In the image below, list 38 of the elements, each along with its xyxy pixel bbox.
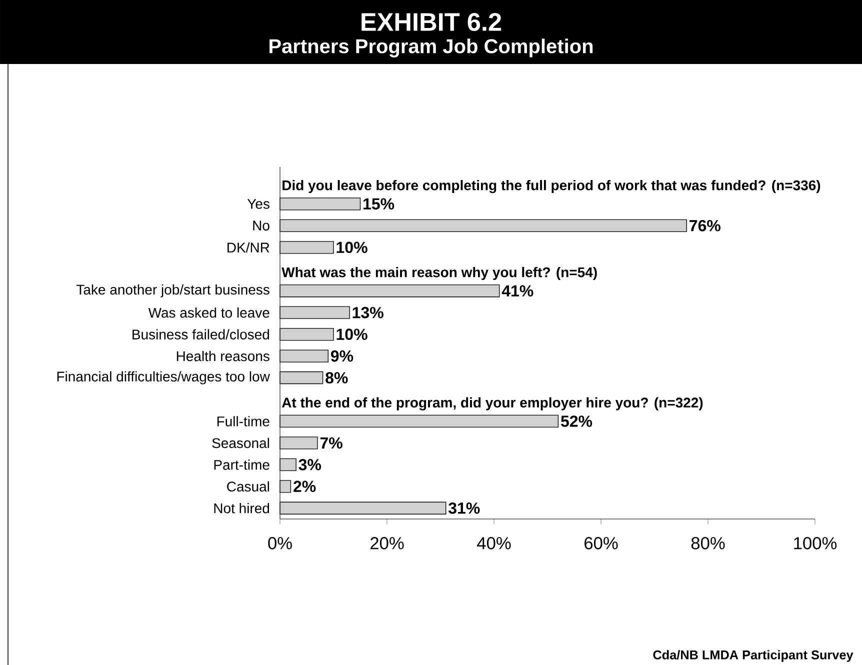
y-tick-label: Was asked to leave — [148, 307, 270, 318]
annotation: What was the main reason why you left? (n=54) — [282, 266, 597, 280]
text: Cda/NB LMDA Participant Survey — [653, 650, 854, 662]
y-tick-label: Health reasons — [176, 350, 270, 362]
data-label: 8% — [326, 372, 348, 384]
data-label: 15% — [364, 198, 394, 210]
x-tick-label: 20% — [370, 537, 404, 550]
data-label: 13% — [352, 306, 384, 318]
data-label: 10% — [336, 242, 368, 254]
x-tick-label: 80% — [691, 537, 725, 550]
y-tick-label: Full-time — [217, 416, 270, 426]
y-tick-label: Take another job/start business — [76, 284, 270, 298]
x-tick-label: 40% — [477, 537, 511, 550]
y-tick-label: Seasonal — [212, 438, 270, 448]
data-label: 10% — [336, 328, 368, 340]
x-tick-label: 0% — [268, 537, 292, 550]
data-label: 7% — [320, 437, 342, 449]
x-tick-label: 60% — [584, 537, 618, 550]
y-tick-label: Financial difficulties/wages too low — [57, 371, 270, 384]
chart-subtitle: Partners Program Job Completion — [270, 38, 593, 58]
y-tick-label: Yes — [247, 199, 270, 209]
y-tick-label: No — [253, 220, 270, 231]
data-label: 76% — [690, 220, 720, 232]
data-label: 2% — [294, 480, 316, 492]
data-label: 41% — [502, 285, 534, 296]
data-label: 3% — [298, 459, 322, 470]
data-label: 31% — [448, 502, 480, 514]
y-tick-label: DK/NR — [228, 242, 270, 253]
annotation: At the end of the program, did your employer hire you? (n=322) — [282, 397, 703, 410]
x-tick-label: 100% — [794, 537, 837, 550]
data-label: 9% — [330, 350, 354, 362]
data-label: 52% — [560, 416, 592, 427]
chart-title: EXHIBIT 6.2 — [362, 13, 502, 31]
y-tick-label: Casual — [227, 481, 270, 492]
annotation: Did you leave before completing the full period of work that was funded? (n=336) — [282, 180, 820, 194]
y-tick-label: Not hired — [214, 503, 270, 514]
y-tick-label: Part-time — [214, 460, 270, 470]
y-tick-label: Business failed/closed — [132, 329, 270, 340]
